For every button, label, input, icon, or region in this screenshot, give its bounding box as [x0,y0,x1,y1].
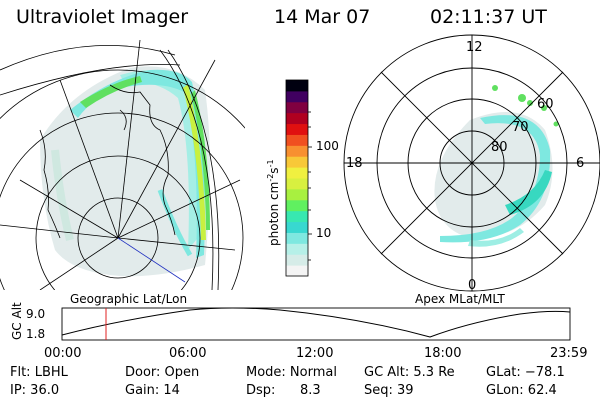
timeline-xtick-1200: 12:00 [296,346,334,361]
mode-status: Mode: Normal [246,365,337,380]
dsp-value: 8.3 [300,383,321,398]
colorbar-band [286,134,308,146]
colorbar-tick-10: 10 [316,226,332,240]
mlat-label-80: 80 [491,140,508,155]
colorbar-band [286,80,308,92]
colorbar-band [286,156,308,168]
teal-band [120,70,202,250]
date-label: 14 Mar 07 [274,6,371,28]
glon-status: GLon: 62.4 [486,383,557,398]
colorbar-band [286,167,308,179]
mlt-label-0: 0 [468,278,477,293]
right-caption: Apex MLat/MLT [415,292,505,306]
mlt-label-12: 12 [466,40,483,55]
colorbar-band [286,145,308,157]
mlat-label-70: 70 [512,120,529,135]
gc-alt-status: GC Alt: 5.3 Re [364,365,455,380]
instrument-title: Ultraviolet Imager [16,6,189,28]
timeline-xtick-0600: 06:00 [169,346,207,361]
colorbar [285,79,312,277]
colorbar-band [286,210,308,223]
mlt-label-6: 6 [576,156,585,171]
filter-status: Flt: LBHL [10,365,68,380]
colorbar-band [286,265,308,277]
colorbar-band [286,221,308,233]
colorbar-band [286,188,308,201]
colorbar-band [286,254,308,266]
colorbar-band [286,243,308,255]
colorbar-band [286,123,308,135]
mlat-label-60: 60 [537,97,554,112]
aurora-yellow-arc [183,84,206,240]
time-label: 02:11:37 UT [430,6,547,28]
lat-lon-grid [0,40,245,290]
timeline-xtick-2359: 23:59 [550,346,588,361]
glat-status: GLat: −78.1 [486,365,565,380]
noise-field [40,66,210,277]
dsp-label: Dsp: [246,383,276,398]
colorbar-band [286,112,308,125]
sun-line [117,237,186,283]
timeline-xtick-0000: 00:00 [44,346,82,361]
seq-status: Seq: 39 [364,383,414,398]
timeline-xtick-1800: 18:00 [424,346,462,361]
colorbar-band [286,101,308,114]
colorbar-band [286,232,308,244]
colorbar-tick-100: 100 [316,139,339,153]
timeline-ytick-top: 9.0 [26,307,46,321]
colorbar-band [286,90,308,103]
polar-grid [343,34,600,292]
gain-status: Gain: 14 [125,383,180,398]
mlt-label-18: 18 [346,156,363,171]
ip-status: IP: 36.0 [10,383,60,398]
door-status: Door: Open [125,365,200,380]
colorbar-band [286,199,308,212]
timeline-ytick-bottom: 1.8 [26,327,46,341]
aurora-green-arc [191,90,210,230]
colorbar-band [286,178,308,190]
left-caption: Geographic Lat/Lon [70,292,188,306]
aurora-green [80,76,142,108]
gc-alt-curve [61,307,571,338]
aurora-outer [70,69,205,258]
auroral-oval [440,115,551,243]
